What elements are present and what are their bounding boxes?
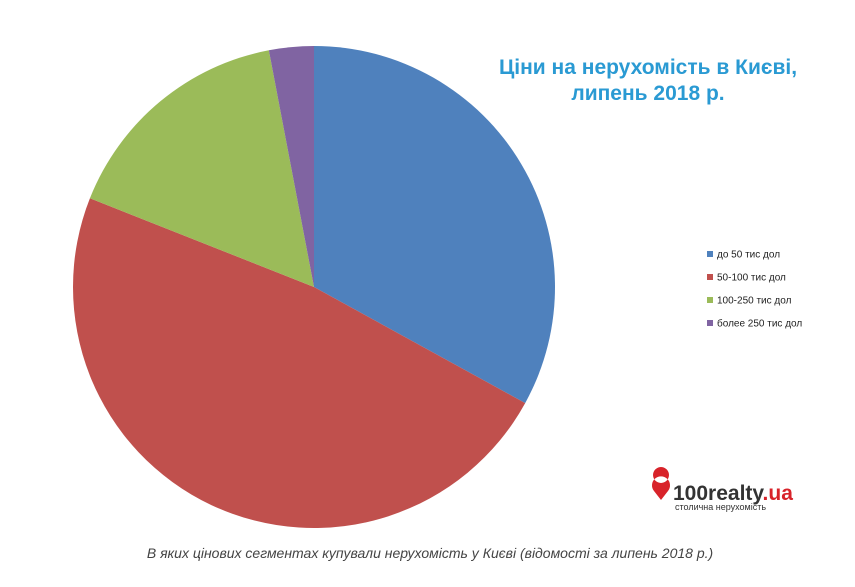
legend-swatch [707, 320, 713, 326]
legend-swatch [707, 274, 713, 280]
logo-tld: .ua [763, 482, 794, 505]
legend-label: до 50 тис дол [717, 250, 780, 261]
legend-label: более 250 тис дол [717, 318, 802, 330]
logo: 100realty.ua столична нерухомість [651, 467, 793, 512]
logo-text: 100realty.ua [673, 482, 793, 505]
legend-label: 50-100 тис дол [717, 273, 786, 284]
legend-swatch [707, 297, 713, 303]
pie-slice [314, 46, 555, 404]
legend-swatch [707, 251, 713, 257]
chart-title: Ціни на нерухомість в Києві, [499, 56, 797, 79]
caption: В яких цінових сегментах купували нерухо… [147, 545, 713, 561]
chart-title: липень 2018 р. [571, 82, 724, 105]
pie-slice [89, 50, 315, 288]
pie-slice [268, 46, 314, 287]
legend-label: 100-250 тис дол [717, 296, 792, 307]
logo-pin [651, 467, 670, 500]
logo-tagline: столична нерухомість [675, 502, 766, 512]
pie-slice [73, 198, 526, 528]
logo-name: 100realty [673, 482, 764, 505]
